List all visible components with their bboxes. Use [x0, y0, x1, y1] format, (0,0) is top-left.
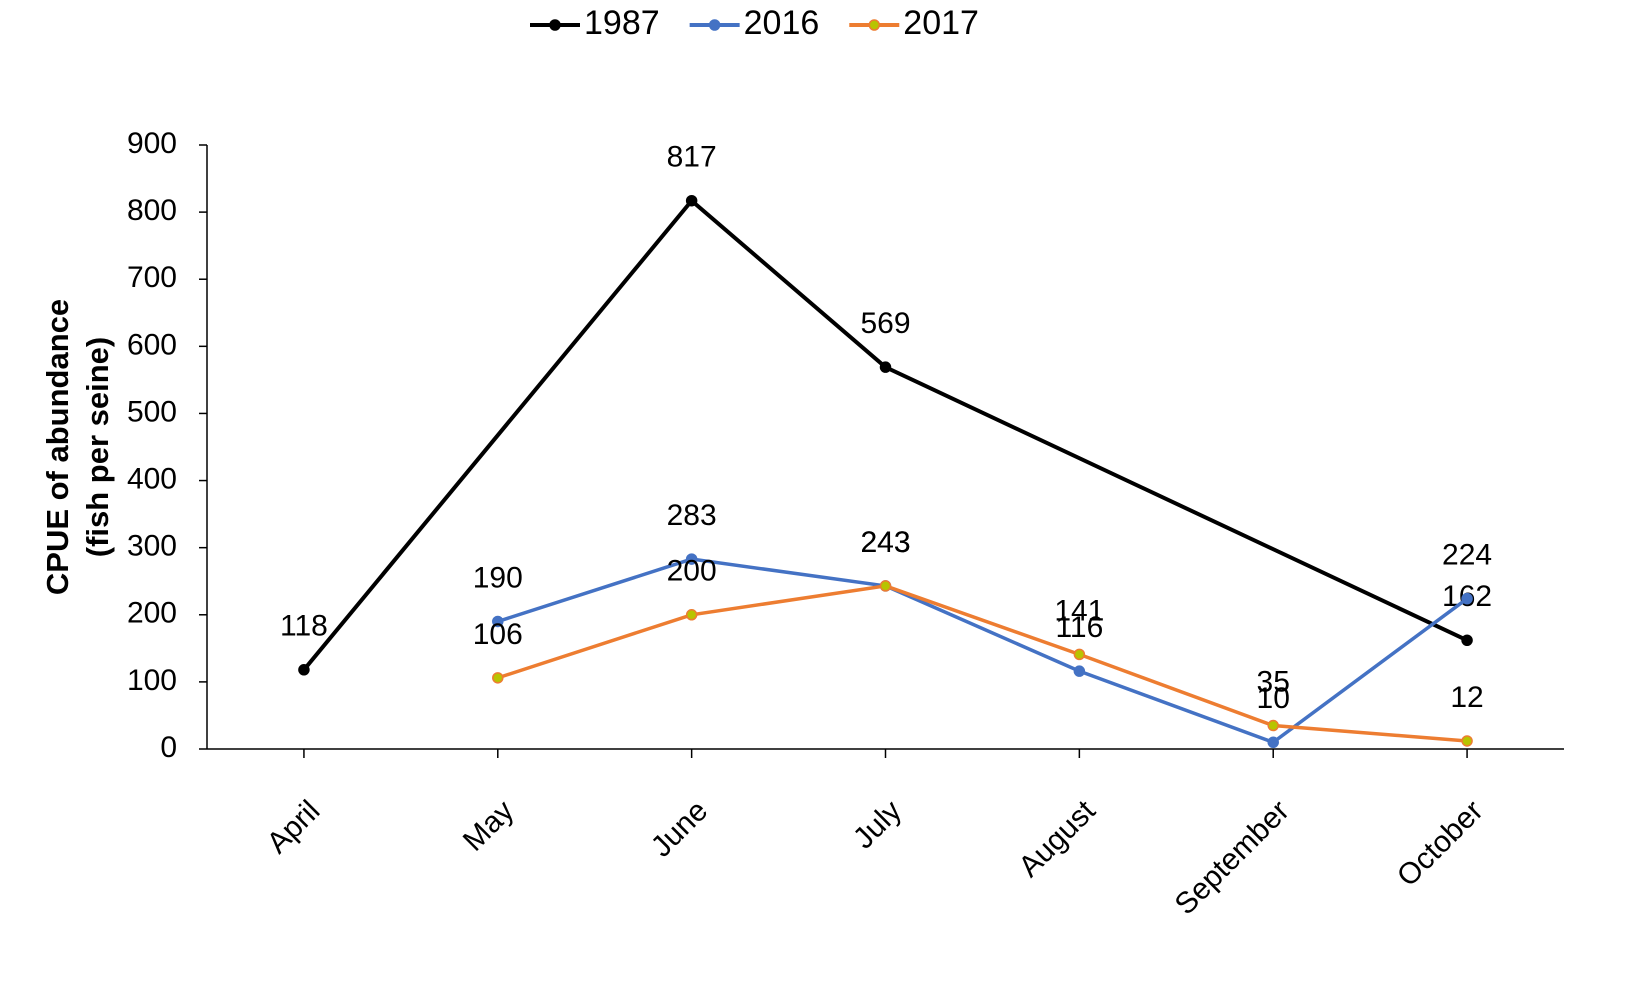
y-tick-label: 400: [127, 462, 177, 495]
x-tick-label: May: [457, 794, 520, 857]
series-marker: [685, 194, 698, 207]
legend-marker: [549, 19, 561, 31]
x-tick-label: April: [261, 794, 327, 860]
legend-label: 2017: [903, 4, 979, 42]
series-marker: [1267, 719, 1279, 732]
y-tick-label: 0: [160, 731, 177, 764]
data-label: 106: [473, 618, 523, 651]
data-label: 141: [1054, 594, 1104, 627]
data-label: 243: [860, 526, 910, 559]
legend-marker: [708, 19, 721, 31]
data-label: 116: [1055, 611, 1103, 644]
y-tick-label: 100: [127, 664, 177, 697]
series-marker: [1073, 648, 1086, 661]
data-label: 12: [1450, 681, 1483, 714]
data-label: 10: [1257, 682, 1290, 715]
y-tick-label: 500: [127, 395, 177, 428]
series-marker: [1073, 665, 1086, 677]
data-label: 200: [667, 555, 717, 588]
data-label: 569: [860, 307, 910, 340]
series-marker: [1461, 634, 1473, 647]
series-marker: [492, 615, 504, 628]
series-marker: [879, 580, 892, 592]
data-label: 243: [860, 526, 910, 559]
series-line: [302, 197, 1468, 672]
y-tick-label: 600: [127, 328, 177, 361]
data-label: 118: [280, 610, 328, 643]
data-label: 283: [667, 499, 717, 532]
y-axis-label: (fish per seine): [80, 337, 115, 558]
series-marker: [492, 672, 504, 684]
data-label: 224: [1442, 539, 1492, 572]
y-tick-label: 200: [127, 597, 177, 630]
series-line: [497, 584, 1468, 743]
series-line: [497, 557, 1469, 745]
y-axis-label: CPUE of abundance: [40, 299, 75, 595]
legend-label: 2016: [744, 4, 820, 42]
series-marker: [1461, 592, 1473, 605]
x-tick-label: August: [1013, 794, 1103, 884]
x-tick-label: July: [847, 794, 908, 855]
legend-marker: [868, 19, 881, 31]
x-tick-label: October: [1391, 794, 1490, 893]
series-marker: [685, 553, 698, 565]
series-marker: [298, 664, 310, 676]
x-tick-label: June: [645, 794, 714, 863]
data-label: 190: [473, 561, 523, 594]
legend-label: 1987: [584, 4, 660, 42]
series-marker: [879, 361, 892, 373]
y-tick-label: 700: [127, 261, 177, 294]
x-tick-label: September: [1169, 794, 1296, 921]
data-label: 817: [667, 141, 717, 174]
data-label: 35: [1257, 665, 1290, 698]
series-marker: [1267, 736, 1279, 749]
series-marker: [685, 609, 698, 621]
y-tick-label: 800: [127, 194, 177, 227]
series-marker: [1461, 735, 1473, 747]
y-tick-label: 900: [127, 127, 177, 160]
y-tick-label: 300: [127, 530, 177, 563]
